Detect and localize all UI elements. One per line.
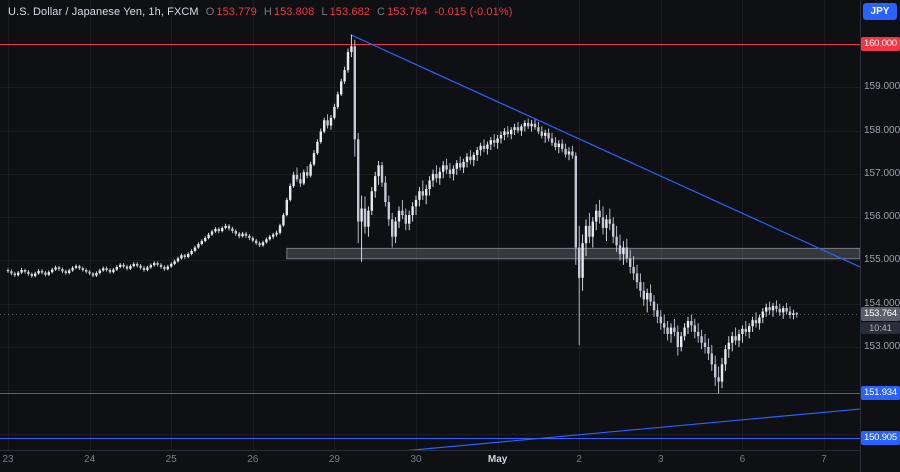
open-label: O: [205, 6, 215, 18]
time-tick-6: 6: [739, 454, 746, 465]
time-tick-24: 24: [84, 454, 96, 465]
price-tick-155.000: 155.000: [864, 254, 900, 266]
price-tick-156.000: 156.000: [864, 211, 900, 223]
time-tick-29: 29: [328, 454, 340, 465]
time-tick-2: 2: [576, 454, 582, 465]
price-label-160.000: 160.000: [861, 37, 900, 52]
price-tick-153.000: 153.000: [864, 341, 900, 353]
price-label-150.905: 150.905: [861, 430, 900, 445]
time-tick-23: 23: [2, 454, 14, 465]
price-label-151.934: 151.934: [861, 386, 900, 401]
change-value: -0.015 (-0.01%): [434, 6, 513, 18]
close-value: 153.764: [387, 6, 428, 18]
time-tick-25: 25: [165, 454, 177, 465]
low-label: L: [321, 6, 328, 18]
symbol-title: U.S. Dollar / Japanese Yen, 1h, FXCM: [8, 6, 199, 18]
price-tick-158.000: 158.000: [864, 124, 900, 136]
time-tick-3: 3: [658, 454, 664, 465]
trendline-ascending[interactable]: [192, 407, 886, 471]
time-axis[interactable]: 23 24 25 26 29 30 May 2 3 6 7: [0, 450, 860, 472]
price-tick-154.000: 154.000: [864, 297, 900, 309]
trendline-descending[interactable]: [351, 34, 864, 269]
time-tick-26: 26: [247, 454, 259, 465]
candle-countdown: 10:41: [861, 321, 900, 334]
low-value: 153.682: [329, 6, 371, 18]
price-tick-157.000: 157.000: [864, 167, 900, 179]
time-tick-7: 7: [821, 454, 827, 465]
high-label: H: [263, 6, 272, 18]
time-tick-30: 30: [410, 454, 422, 465]
price-tick-159.000: 159.000: [864, 81, 900, 93]
grid-lines: [0, 0, 860, 450]
currency-jpy-button[interactable]: JPY: [863, 3, 897, 20]
price-scale[interactable]: 159.000 158.000 157.000 156.000 155.000 154.0…: [861, 0, 900, 450]
open-value: 153.779: [216, 6, 257, 18]
high-value: 153.808: [273, 6, 315, 18]
time-tick-May: May: [487, 454, 508, 465]
chart-legend: U.S. Dollar / Japanese Yen, 1h, FXCM O 153…: [8, 6, 512, 18]
support-zone-rectangle[interactable]: [286, 247, 861, 260]
last-price-label: 153.764: [861, 306, 900, 321]
close-label: C: [377, 6, 386, 18]
candles-series: [6, 34, 798, 394]
